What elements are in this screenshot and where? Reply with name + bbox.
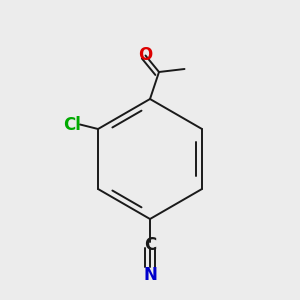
Text: C: C [144, 236, 156, 253]
Text: Cl: Cl [64, 116, 82, 134]
Text: N: N [143, 266, 157, 284]
Text: O: O [138, 46, 153, 64]
